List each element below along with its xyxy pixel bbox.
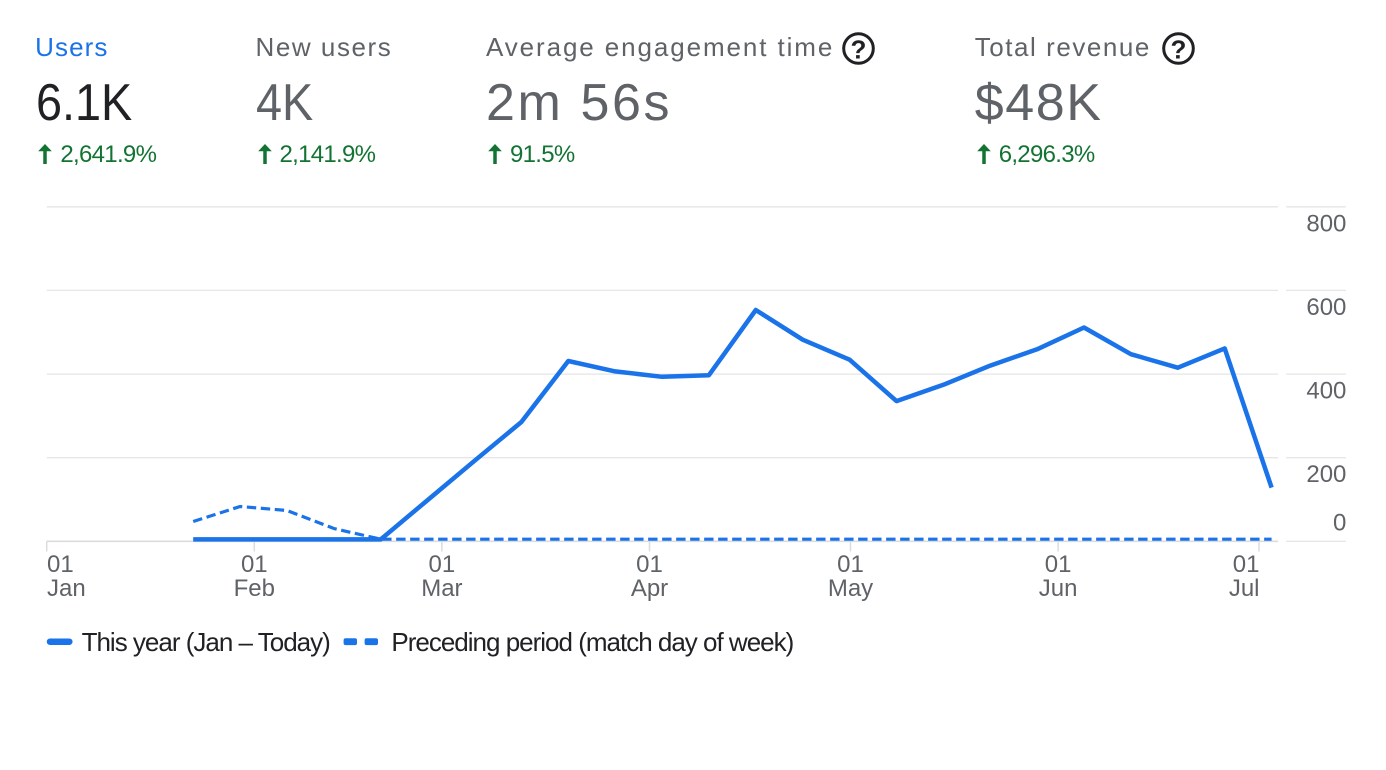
svg-text:?: ? bbox=[1171, 34, 1187, 64]
svg-text:01: 01 bbox=[241, 551, 268, 578]
svg-text:01: 01 bbox=[429, 551, 456, 578]
svg-text:01: 01 bbox=[636, 551, 663, 578]
svg-text:Apr: Apr bbox=[631, 575, 668, 602]
svg-text:0: 0 bbox=[1333, 510, 1346, 537]
svg-text:Mar: Mar bbox=[421, 575, 462, 602]
svg-text:01: 01 bbox=[837, 551, 864, 578]
svg-text:01: 01 bbox=[47, 551, 74, 578]
svg-text:Feb: Feb bbox=[234, 575, 275, 602]
svg-text:600: 600 bbox=[1306, 294, 1346, 321]
svg-text:01: 01 bbox=[1045, 551, 1072, 578]
svg-text:200: 200 bbox=[1306, 461, 1346, 488]
svg-text:01: 01 bbox=[1233, 551, 1260, 578]
svg-text:?: ? bbox=[851, 34, 867, 64]
svg-text:800: 800 bbox=[1306, 210, 1346, 237]
svg-text:Jul: Jul bbox=[1229, 575, 1260, 602]
svg-text:400: 400 bbox=[1306, 378, 1346, 405]
svg-text:This year (Jan – Today): This year (Jan – Today) bbox=[82, 627, 331, 657]
svg-text:Preceding period (match day of: Preceding period (match day of week) bbox=[391, 627, 793, 657]
svg-text:May: May bbox=[828, 575, 873, 602]
svg-text:Jan: Jan bbox=[47, 575, 86, 602]
svg-text:Jun: Jun bbox=[1039, 575, 1078, 602]
